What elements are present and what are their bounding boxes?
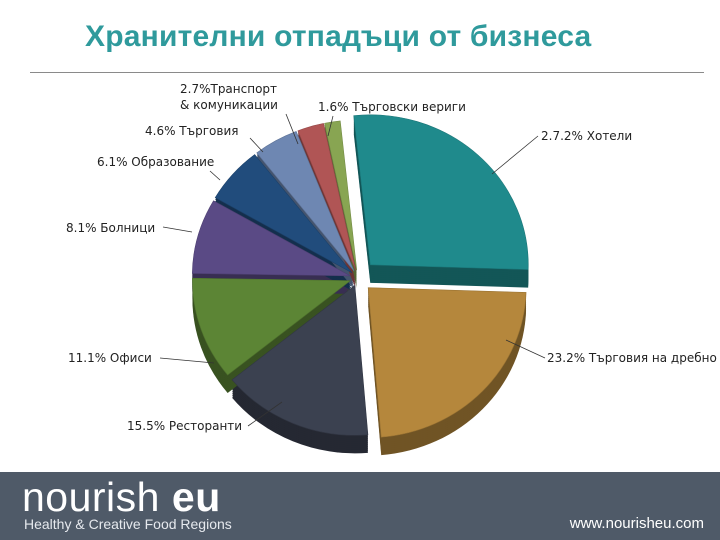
slice-3-label-line: 15.5% Ресторанти [127, 419, 242, 433]
slice-8-label-line: 2.7%Транспорт [180, 82, 277, 96]
slice-2-label: 23.2% Търговия на дребно [547, 351, 717, 365]
brand-eu: eu [171, 474, 221, 520]
slice-3-label: 15.5% Ресторанти [127, 419, 242, 433]
slice-9-depth [324, 124, 357, 275]
slice-6-leader [209, 170, 221, 181]
slice-1-label: 2.7.2% Хотели [541, 129, 632, 143]
brand-name: nourish [22, 474, 160, 520]
slice-4-label: 11.1% Офиси [68, 351, 152, 365]
slice-2-leader [505, 339, 546, 359]
leader-lines [159, 113, 546, 427]
slice-6-wedge [214, 154, 353, 274]
slice-8-label-line: & комуникации [180, 98, 278, 112]
brand-logo: nourish eu [22, 474, 221, 521]
slice-6-label: 6.1% Образование [97, 155, 214, 169]
pie-chart: 2.7.2% Хотели 23.2% Търговия на дребно 15.… [0, 78, 720, 470]
slice-7-wedge [256, 131, 355, 272]
footer-bar: nourish eu Healthy & Creative Food Regio… [0, 472, 720, 540]
slice-8-leader [285, 113, 299, 145]
slice-4-wedge [192, 277, 352, 376]
slice-labels: 2.7.2% Хотели 23.2% Търговия на дребно 15.… [66, 82, 717, 433]
slice-1-label-line: 2.7.2% Хотели [541, 129, 632, 143]
pie-chart-svg: 2.7.2% Хотели 23.2% Търговия на дребно 15.… [66, 82, 717, 456]
slice-9-label-line: 1.6% Търговски вериги [318, 100, 466, 114]
slice-8-label: 2.7%Транспорт & комуникации [180, 82, 278, 112]
website-link[interactable]: www.nourisheu.com [569, 515, 704, 532]
slice-2-label-line: 23.2% Търговия на дребно [547, 351, 717, 365]
slice-9-label: 1.6% Търговски вериги [318, 100, 466, 114]
slice-5-wedge [192, 200, 351, 277]
slice-2-wedge [367, 287, 527, 438]
slice-7-leader [249, 137, 264, 153]
slice-1-wedge [353, 114, 529, 270]
brand-tagline: Healthy & Creative Food Regions [24, 516, 232, 532]
slice-3-leader [247, 401, 283, 427]
title-divider [30, 72, 704, 73]
slice-5-label-line: 8.1% Болници [66, 221, 155, 235]
slice-5-label: 8.1% Болници [66, 221, 155, 235]
slice-8-wedge [297, 123, 357, 271]
slice-3-wedge [231, 284, 369, 436]
slice-4-leader [159, 357, 215, 364]
slice-7-label-line: 4.6% Търговия [145, 124, 238, 138]
slice-6-label-line: 6.1% Образование [97, 155, 214, 169]
slice-7-label: 4.6% Търговия [145, 124, 238, 138]
slice-4-label-line: 11.1% Офиси [68, 351, 152, 365]
slice-top-layer [192, 114, 529, 438]
slice-1-leader [491, 135, 539, 175]
slide-title: Хранителни отпадъци от бизнеса [85, 20, 592, 53]
slice-9-leader [327, 115, 334, 137]
slice-9-wedge [324, 120, 358, 271]
slice-5-leader [162, 226, 193, 233]
